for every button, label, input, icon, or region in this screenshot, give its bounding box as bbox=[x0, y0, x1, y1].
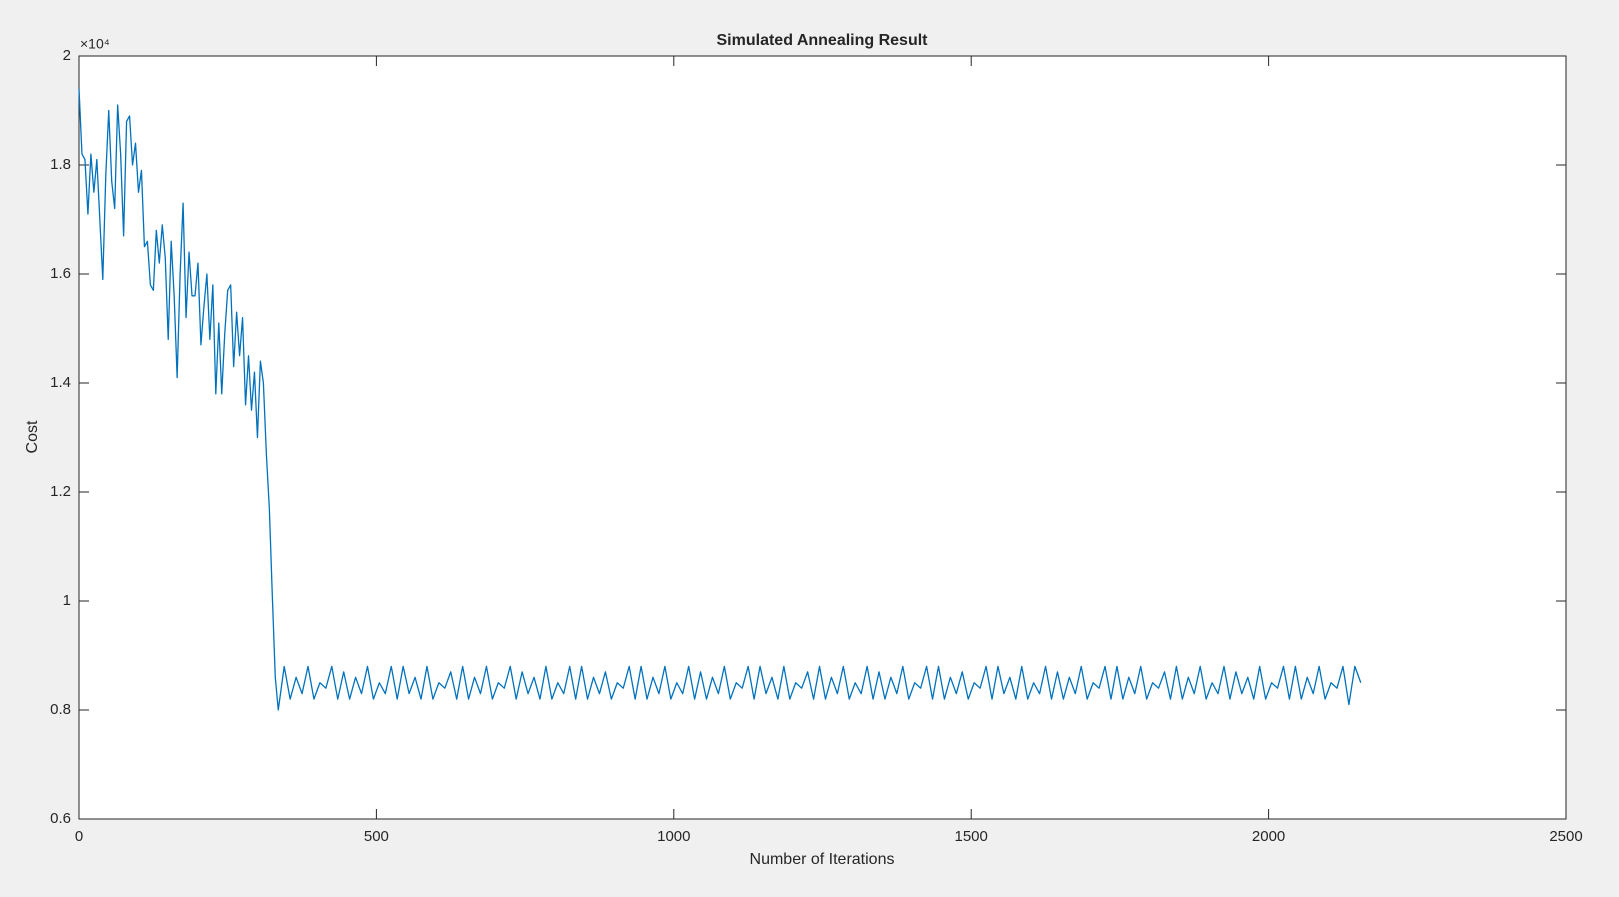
x-tick-label: 1500 bbox=[955, 828, 988, 845]
plot-area bbox=[78, 55, 1567, 820]
x-tick-label: 1000 bbox=[657, 828, 690, 845]
y-tick-label: 1 bbox=[63, 592, 71, 609]
y-tick-label: 0.8 bbox=[50, 701, 71, 718]
y-axis-label: Cost bbox=[24, 420, 41, 453]
y-multiplier: ×10⁴ bbox=[80, 36, 110, 52]
x-tick-label: 500 bbox=[364, 828, 389, 845]
y-tick-label: 1.8 bbox=[50, 156, 71, 173]
y-tick-label: 2 bbox=[63, 47, 71, 64]
y-tick-label: 1.6 bbox=[50, 265, 71, 282]
y-tick-label: 0.6 bbox=[50, 810, 71, 827]
x-tick-label: 2500 bbox=[1549, 828, 1582, 845]
y-tick-label: 1.4 bbox=[50, 374, 71, 391]
data-line bbox=[78, 88, 1362, 711]
y-tick-label: 1.2 bbox=[50, 483, 71, 500]
x-tick-label: 2000 bbox=[1252, 828, 1285, 845]
x-tick-label: 0 bbox=[75, 828, 83, 845]
x-axis-label: Number of Iterations bbox=[750, 851, 895, 868]
chart-title: Simulated Annealing Result bbox=[717, 32, 929, 49]
